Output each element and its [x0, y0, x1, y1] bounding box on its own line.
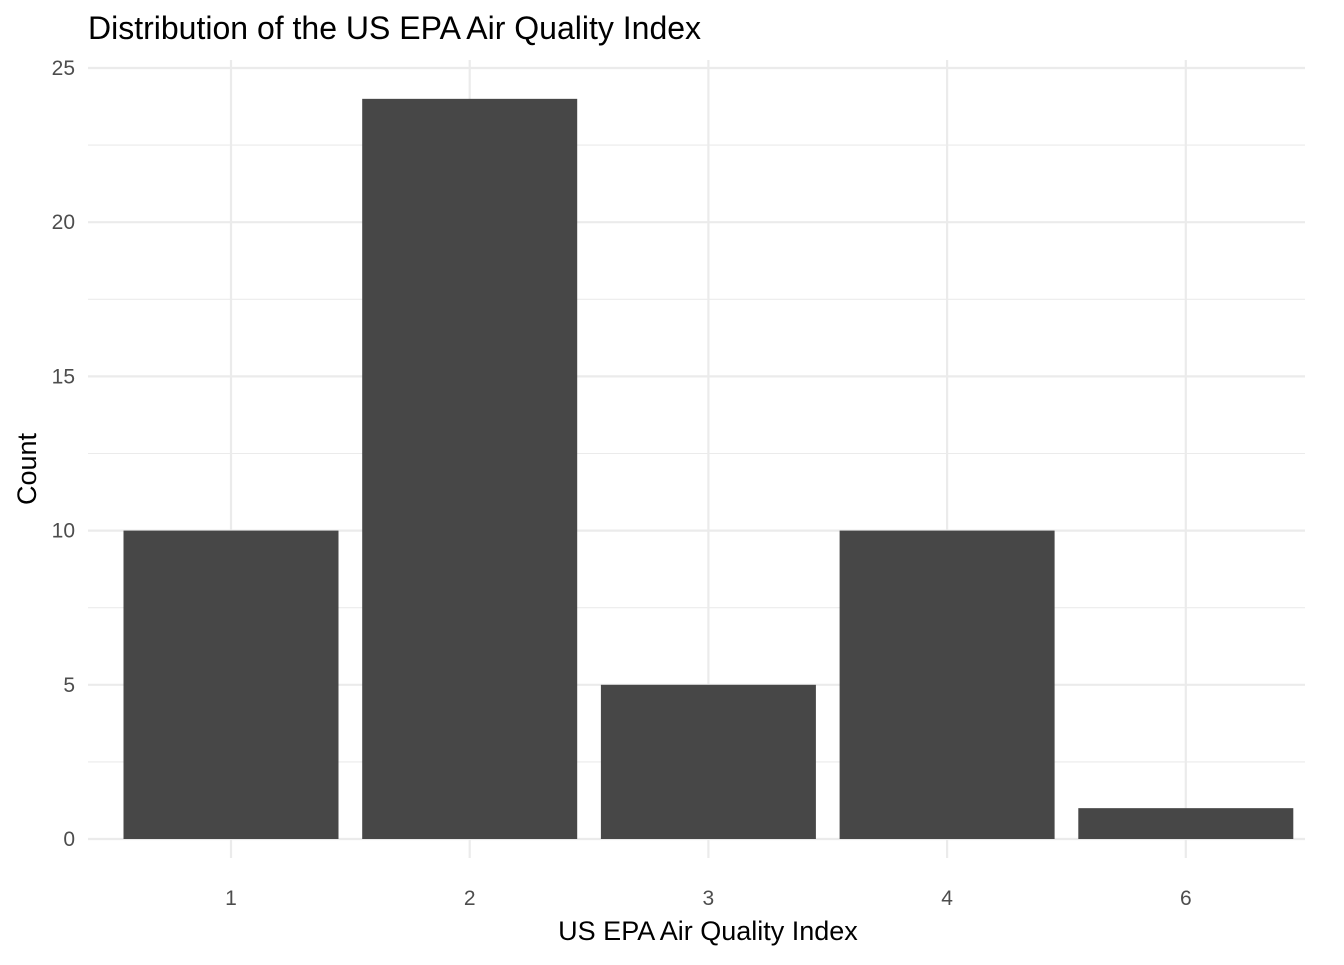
y-axis-label: Count	[12, 432, 42, 505]
x-axis-ticks: 1 2 3 4 6	[225, 887, 1191, 910]
bar-4	[839, 530, 1055, 839]
bars	[123, 98, 1294, 840]
x-tick-label: 6	[1180, 887, 1192, 910]
bar-2	[362, 98, 578, 840]
y-tick-label: 25	[52, 57, 75, 80]
y-axis-ticks: 0 5 10 15 20 25	[52, 57, 75, 851]
bar-6	[1078, 808, 1294, 839]
x-axis-label: US EPA Air Quality Index	[558, 916, 858, 946]
y-tick-label: 5	[63, 674, 75, 697]
chart-title: Distribution of the US EPA Air Quality I…	[88, 10, 701, 46]
x-tick-label: 1	[225, 887, 237, 910]
x-tick-label: 2	[464, 887, 476, 910]
x-tick-label: 4	[941, 887, 953, 910]
y-tick-label: 20	[52, 211, 75, 234]
y-tick-label: 0	[63, 828, 75, 851]
bar-1	[123, 530, 339, 839]
bar-3	[600, 684, 816, 839]
y-tick-label: 10	[52, 520, 75, 543]
y-tick-label: 15	[52, 365, 75, 388]
x-tick-label: 3	[703, 887, 715, 910]
